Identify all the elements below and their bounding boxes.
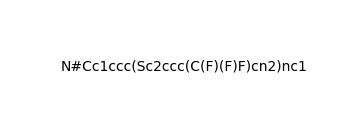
Text: N#Cc1ccc(Sc2ccc(C(F)(F)F)cn2)nc1: N#Cc1ccc(Sc2ccc(C(F)(F)F)cn2)nc1 xyxy=(61,59,308,73)
